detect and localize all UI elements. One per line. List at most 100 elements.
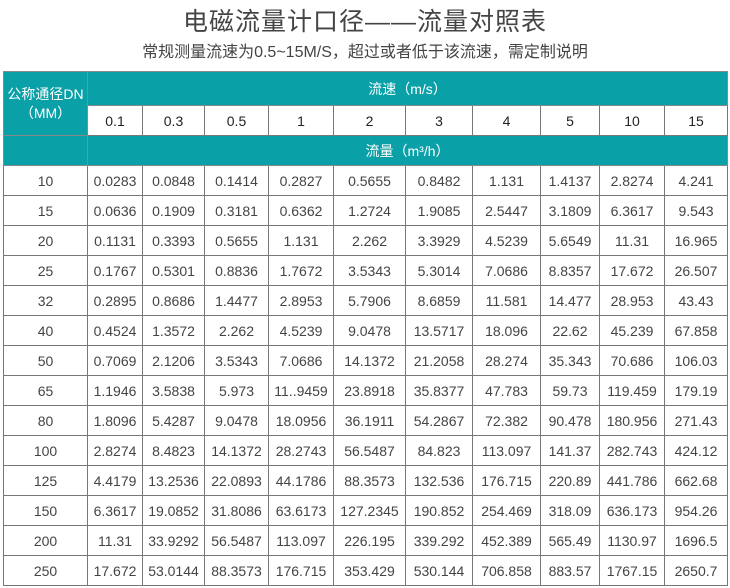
flow-cell: 113.097 (472, 435, 541, 466)
flow-cell: 36.1911 (333, 405, 406, 436)
flow-cell: 21.2058 (405, 345, 473, 376)
flow-cell: 180.956 (599, 405, 665, 436)
flow-cell: 4.241 (663, 165, 729, 196)
flow-cell: 72.382 (472, 405, 541, 436)
flow-cell: 1.9085 (405, 195, 473, 226)
table-row: 40 0.4524 1.3572 2.262 4.5239 9.0478 13.5717 18… (3, 315, 729, 346)
flow-cell: 0.8482 (405, 165, 473, 196)
flow-cell: 0.5655 (204, 225, 269, 256)
dn-header-line1: 公称通径DN (7, 85, 84, 102)
dn-cell: 65 (3, 375, 88, 406)
table-row: 32 0.2895 0.8686 1.4477 2.8953 5.7906 8.6859 11… (3, 285, 729, 316)
flow-cell: 1.8096 (87, 405, 143, 436)
page-title: 电磁流量计口径——流量对照表 (182, 8, 547, 36)
velocity-cell: 0.1 (87, 105, 143, 136)
flow-cell: 318.09 (540, 495, 600, 526)
flow-cell: 0.5655 (333, 165, 406, 196)
table-row: 200 11.31 33.9292 56.5487 113.097 226.195 339.… (3, 525, 729, 556)
flow-cell: 636.173 (599, 495, 665, 526)
flow-cell: 132.536 (405, 465, 473, 496)
flow-cell: 14.1372 (333, 345, 406, 376)
flow-cell: 5.3014 (405, 255, 473, 286)
flow-cell: 452.389 (472, 525, 541, 556)
flow-cell: 22.0893 (204, 465, 269, 496)
flow-cell: 28.2743 (268, 435, 334, 466)
velocity-cell: 5 (540, 105, 600, 136)
table-row: 15 0.0636 0.1909 0.3181 0.6362 1.2724 1.9085 2.… (3, 195, 729, 226)
flow-cell: 282.743 (599, 435, 665, 466)
dn-cell: 15 (3, 195, 88, 226)
table-row: 100 2.8274 8.4823 14.1372 28.2743 56.5487 84.8… (3, 435, 729, 466)
flow-cell: 8.4823 (142, 435, 205, 466)
flow-cell: 33.9292 (142, 525, 205, 556)
flow-cell: 13.5717 (405, 315, 473, 346)
flow-cell: 11.31 (599, 225, 665, 256)
dn-cell: 25 (3, 255, 88, 286)
dn-cell: 100 (3, 435, 88, 466)
flow-cell: 706.858 (472, 555, 541, 586)
flow-cell: 7.0686 (268, 345, 334, 376)
flow-cell: 9.0478 (333, 315, 406, 346)
flow-cell: 565.49 (540, 525, 600, 556)
table-row: 80 1.8096 5.4287 9.0478 18.0956 36.1911 54.286… (3, 405, 729, 436)
flow-cell: 0.2895 (87, 285, 143, 316)
dn-cell: 150 (3, 495, 88, 526)
flow-cell: 2.8274 (599, 165, 665, 196)
velocity-cell: 10 (599, 105, 665, 136)
table-body: 10 0.0283 0.0848 0.1414 0.2827 0.5655 0.8482 1.… (3, 165, 729, 586)
flow-cell: 5.7906 (333, 285, 406, 316)
dn-cell: 200 (3, 525, 88, 556)
dn-cell: 20 (3, 225, 88, 256)
flow-cell: 4.5239 (268, 315, 334, 346)
dn-cell: 125 (3, 465, 88, 496)
table-row: 25 0.1767 0.5301 0.8836 1.7672 3.5343 5.3014 7.… (3, 255, 729, 286)
flow-cell: 0.1909 (142, 195, 205, 226)
flow-header-blank (3, 135, 88, 166)
flow-cell: 883.57 (540, 555, 600, 586)
flow-cell: 70.686 (599, 345, 665, 376)
dn-header-line2: （MM） (19, 104, 72, 121)
flow-cell: 17.672 (87, 555, 143, 586)
velocity-cell: 4 (472, 105, 541, 136)
flow-cell: 88.3573 (333, 465, 406, 496)
flow-cell: 5.4287 (142, 405, 205, 436)
flow-cell: 1.2724 (333, 195, 406, 226)
flow-cell: 3.5343 (333, 255, 406, 286)
flow-cell: 0.3181 (204, 195, 269, 226)
flow-cell: 35.343 (540, 345, 600, 376)
flow-cell: 220.89 (540, 465, 600, 496)
flow-cell: 0.7069 (87, 345, 143, 376)
flow-cell: 16.965 (663, 225, 729, 256)
flow-cell: 1.131 (268, 225, 334, 256)
velocity-cell: 0.5 (204, 105, 269, 136)
flow-cell: 2.8953 (268, 285, 334, 316)
dn-cell: 250 (3, 555, 88, 586)
flow-cell: 1.1946 (87, 375, 143, 406)
flow-cell: 17.672 (599, 255, 665, 286)
flow-cell: 0.1414 (204, 165, 269, 196)
table-row: 50 0.7069 2.1206 3.5343 7.0686 14.1372 21.2058… (3, 345, 729, 376)
flow-cell: 0.8836 (204, 255, 269, 286)
flow-cell: 0.0848 (142, 165, 205, 196)
flow-cell: 7.0686 (472, 255, 541, 286)
flow-cell: 190.852 (405, 495, 473, 526)
flow-cell: 1.4477 (204, 285, 269, 316)
flow-cell: 254.469 (472, 495, 541, 526)
flow-cell: 18.096 (472, 315, 541, 346)
flow-cell: 47.783 (472, 375, 541, 406)
flow-cell: 0.6362 (268, 195, 334, 226)
flow-cell: 1696.5 (663, 525, 729, 556)
flow-cell: 8.8357 (540, 255, 600, 286)
flow-cell: 11.581 (472, 285, 541, 316)
flow-cell: 6.3617 (599, 195, 665, 226)
flow-cell: 1767.15 (599, 555, 665, 586)
velocity-row: 0.1 0.3 0.5 1 2 3 4 5 10 15 (4, 105, 729, 136)
flow-cell: 3.3929 (405, 225, 473, 256)
page-subtitle: 常规测量流速为0.5~15M/S，超过或者低于该流速，需定制说明 (142, 44, 588, 61)
flow-cell: 179.19 (663, 375, 729, 406)
flow-cell: 1.4137 (540, 165, 600, 196)
flow-cell: 54.2867 (405, 405, 473, 436)
dn-cell: 10 (3, 165, 88, 196)
flow-cell: 8.6859 (405, 285, 473, 316)
flow-cell: 662.68 (663, 465, 729, 496)
